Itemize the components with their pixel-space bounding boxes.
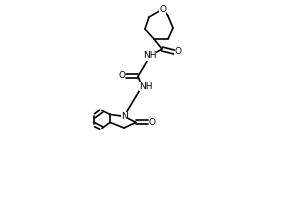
- Text: O: O: [160, 4, 167, 14]
- Text: NH: NH: [139, 82, 153, 91]
- Text: N: N: [121, 112, 128, 121]
- Text: O: O: [118, 71, 125, 80]
- Text: O: O: [175, 47, 182, 56]
- Text: NH: NH: [143, 51, 156, 60]
- Text: O: O: [149, 118, 156, 127]
